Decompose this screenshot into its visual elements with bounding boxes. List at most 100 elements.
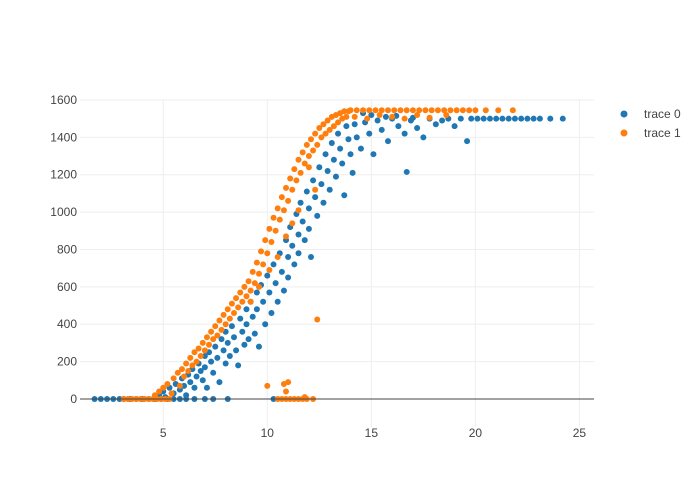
data-point [181,373,188,380]
data-point [224,306,231,313]
data-point [295,250,302,257]
data-point [312,194,319,201]
data-point [237,289,244,296]
data-point [245,336,252,343]
data-point [218,326,225,333]
data-point [181,382,188,389]
data-point [193,358,200,365]
data-point [312,130,319,137]
data-point [312,186,319,193]
data-point [164,381,171,388]
data-point [451,123,458,130]
data-point [266,225,273,232]
data-point [216,379,223,386]
data-point [347,107,354,114]
data-point [278,268,285,275]
data-point [170,375,177,382]
data-point [156,388,163,395]
data-point [274,205,281,212]
data-point [187,379,194,386]
data-point [337,145,344,152]
data-point [318,181,325,188]
data-point [243,293,250,300]
data-point [434,107,441,114]
data-point [366,107,373,114]
data-point [287,175,294,182]
data-point [353,134,360,141]
data-point [210,369,217,376]
data-point [214,332,221,339]
data-point [360,107,367,114]
data-point [326,126,333,133]
data-point [307,253,314,260]
data-point [295,207,302,214]
data-point [230,334,237,341]
data-point [378,107,385,114]
data-point [559,115,566,122]
data-point [457,115,464,122]
data-point [509,107,516,114]
data-point [253,259,260,266]
data-point [291,166,298,173]
data-point [289,186,296,193]
data-point [220,347,227,354]
data-point [505,115,512,122]
data-point [291,261,298,268]
legend-item[interactable]: trace 1 [620,126,682,140]
data-point [374,117,381,124]
data-point [324,168,331,175]
data-point [303,141,310,148]
data-point [297,169,304,176]
data-point [260,261,267,268]
data-point [201,352,208,359]
data-point [206,341,213,348]
data-point [453,107,460,114]
data-point [341,192,348,199]
data-point [199,377,206,384]
data-point [222,321,229,328]
data-point [530,115,537,122]
chart-legend[interactable]: trace 0 trace 1 [620,107,682,140]
data-point [285,253,292,260]
data-point [247,287,254,294]
data-point [401,130,408,137]
data-point [224,339,231,346]
data-point [233,295,240,302]
data-point [276,216,283,223]
data-point [264,382,271,389]
x-tick-label: 20 [469,426,483,440]
legend-item[interactable]: trace 0 [620,107,682,121]
data-point [264,250,271,257]
x-tick-label: 10 [261,426,275,440]
y-tick-label: 200 [57,355,77,369]
data-point [318,134,325,141]
data-point [468,115,475,122]
data-point [260,298,267,305]
data-point [330,123,337,130]
x-tick-label: 25 [573,426,587,440]
data-point [332,173,339,180]
data-point [314,212,321,219]
data-point [351,113,358,120]
data-point [268,239,275,246]
data-point [278,194,285,201]
legend-label: trace 0 [644,107,681,121]
data-point [235,304,242,311]
data-point [185,367,192,374]
data-point [255,343,262,350]
data-point [283,388,290,395]
data-point [253,306,260,313]
data-point [237,315,244,322]
data-point [230,310,237,317]
data-point [174,369,181,376]
data-point [285,379,292,386]
chart-axes: 5 10 15 20 25 0 200 400 600 800 1000 1200 1400 1600 [50,93,594,440]
data-point [441,107,448,114]
data-point [191,349,198,356]
data-point [328,139,335,146]
series-0 [91,110,566,402]
data-point [324,117,331,124]
data-point [197,352,204,359]
data-point [255,283,262,290]
x-tick-label: 5 [160,426,167,440]
